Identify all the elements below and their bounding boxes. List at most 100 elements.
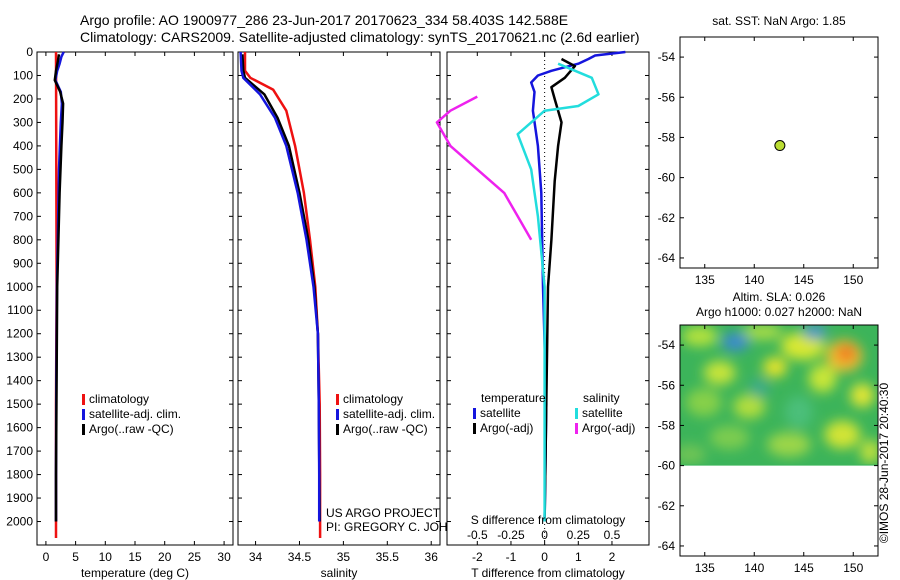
salinity-xtick-label: 36 xyxy=(425,550,439,564)
diff-salinity-legend-label: satellite xyxy=(582,406,623,420)
temperature-xtick-label: 30 xyxy=(217,550,231,564)
diff-top-tick-label: -0.5 xyxy=(467,528,488,542)
diff-top-tick-label: 0.5 xyxy=(604,528,621,542)
temp-legend-swatch xyxy=(82,394,85,405)
temperature-ytick-label: 0 xyxy=(26,45,33,59)
sla-anomaly-patch xyxy=(836,344,857,363)
sla-anomaly-patch xyxy=(681,326,718,347)
sal-legend-label: satellite-adj. clim. xyxy=(343,407,435,421)
sla_map-ytick-label: -64 xyxy=(658,539,676,553)
sla_map-ytick-label: -60 xyxy=(658,459,676,473)
sla_map-xtick-label: 140 xyxy=(744,561,764,575)
temperature-xtick-label: 0 xyxy=(43,550,50,564)
sla-heatmap-anomalies xyxy=(680,325,878,465)
sla-anomaly-patch xyxy=(709,425,750,450)
difference-xtick-label: 2 xyxy=(609,550,616,564)
sla-anomaly-patch xyxy=(763,357,788,378)
salinity-xtick-label: 34.5 xyxy=(288,550,312,564)
salinity-xtick-label: 34 xyxy=(249,550,263,564)
temperature-xlabel: temperature (deg C) xyxy=(81,566,189,580)
diff-s-satellite-line xyxy=(516,62,600,522)
diff-salinity-legend-swatch xyxy=(575,408,578,419)
sst_map-ytick-label: -54 xyxy=(658,50,676,64)
difference-xtick-label: -1 xyxy=(506,550,517,564)
sla-anomaly-patch xyxy=(733,394,766,419)
sla_map-ytick-label: -58 xyxy=(658,418,676,432)
sal-legend-label: Argo(..raw -QC) xyxy=(343,422,428,436)
diff-s-argo-adj--line xyxy=(435,95,533,241)
temperature-ytick-label: 700 xyxy=(13,209,33,223)
salinity-xtick-label: 35.5 xyxy=(376,550,400,564)
sla-anomaly-patch xyxy=(766,432,811,457)
sst_map-xtick-label: 135 xyxy=(695,273,715,287)
difference-xtick-label: 1 xyxy=(575,550,582,564)
sst_map-xtick-label: 145 xyxy=(794,273,814,287)
sla_map-xtick-label: 135 xyxy=(695,561,715,575)
temperature-ytick-label: 1000 xyxy=(6,280,33,294)
temperature-ytick-label: 600 xyxy=(13,186,33,200)
sal-annotation-pi: PI: GREGORY C. JOHNSON xyxy=(326,520,482,534)
sal-satellite-adj-clim--line xyxy=(239,51,321,522)
temperature-ytick-label: 1900 xyxy=(6,491,33,505)
sla-anomaly-patch xyxy=(784,396,813,429)
temperature-ytick-label: 1300 xyxy=(6,350,33,364)
sla-anomaly-patch xyxy=(743,325,784,341)
diff-top-tick-label: -0.25 xyxy=(497,528,525,542)
temperature-ytick-label: 2000 xyxy=(6,515,33,529)
temp-legend-swatch xyxy=(82,409,85,420)
sla-anomaly-patch xyxy=(850,383,875,408)
diff-salinity-legend-label: Argo(-adj) xyxy=(582,421,635,435)
sla-anomaly-patch xyxy=(802,325,827,341)
temperature-ytick-label: 200 xyxy=(13,92,33,106)
sla-anomaly-patch xyxy=(721,332,750,351)
temperature-ytick-label: 1800 xyxy=(6,468,33,482)
temperature-ytick-label: 1200 xyxy=(6,327,33,341)
temperature-axes-box xyxy=(36,51,234,546)
sst_map-ytick-label: -60 xyxy=(658,171,676,185)
temperature-ytick-label: 300 xyxy=(13,115,33,129)
sla_map-ytick-label: -56 xyxy=(658,378,676,392)
diff-legend-salinity-title: salinity xyxy=(583,391,620,405)
sst-argo-position-marker xyxy=(774,140,786,152)
temperature-ytick-label: 400 xyxy=(13,139,33,153)
sst_map-xtick-label: 150 xyxy=(843,273,863,287)
sla-anomaly-patch xyxy=(749,378,770,399)
temperature-ytick-label: 900 xyxy=(13,256,33,270)
diff-t-argo-adj--line xyxy=(543,57,577,522)
sal-annotation-project: US ARGO PROJECT xyxy=(326,506,441,520)
sla_map-ytick-label: -62 xyxy=(658,499,676,513)
sla_map-xtick-label: 145 xyxy=(794,561,814,575)
sst_map-ytick-label: -58 xyxy=(658,130,676,144)
sst_map-xtick-label: 140 xyxy=(744,273,764,287)
sla_map-xtick-label: 150 xyxy=(843,561,863,575)
diff-salinity-legend-swatch xyxy=(575,423,578,434)
difference-xtick-label: 0 xyxy=(541,550,548,564)
sla-anomaly-patch xyxy=(808,364,837,393)
diff-top-tick-label: 0.25 xyxy=(567,528,591,542)
sal-legend-label: climatology xyxy=(343,392,403,406)
imos-credit: ©IMOS 28-Jun-2017 20:40:30 xyxy=(877,383,891,544)
sla-map-title-line1: Altim. SLA: 0.026 xyxy=(733,290,826,304)
sla-map-title-line2: Argo h1000: 0.027 h2000: NaN xyxy=(696,305,862,319)
temperature-ytick-label: 500 xyxy=(13,162,33,176)
sst_map-axes-box xyxy=(679,36,879,269)
figure-title-line1: Argo profile: AO 1900977_286 23-Jun-2017… xyxy=(80,12,569,28)
temperature-xtick-label: 10 xyxy=(99,550,113,564)
temperature-ytick-label: 1500 xyxy=(6,397,33,411)
diff-legend-temperature-title: temperature xyxy=(481,391,546,405)
sla-anomaly-patch xyxy=(685,388,722,417)
temperature-xtick-label: 15 xyxy=(128,550,142,564)
difference-xtick-label: -2 xyxy=(472,550,483,564)
diff-top-tick-label: 0 xyxy=(541,528,548,542)
temperature-ytick-label: 1100 xyxy=(7,303,33,317)
sst_map-ytick-label: -62 xyxy=(658,211,676,225)
temperature-ytick-label: 1700 xyxy=(6,444,33,458)
diff-temperature-legend-swatch xyxy=(473,408,476,419)
sla-anomaly-patch xyxy=(680,444,706,465)
sst-map-title: sat. SST: NaN Argo: 1.85 xyxy=(712,14,846,28)
salinity-axes-box xyxy=(237,51,441,546)
sst_map-ytick-label: -64 xyxy=(658,251,676,265)
temp-legend-label: climatology xyxy=(89,392,149,406)
sla-anomaly-patch xyxy=(824,420,861,449)
